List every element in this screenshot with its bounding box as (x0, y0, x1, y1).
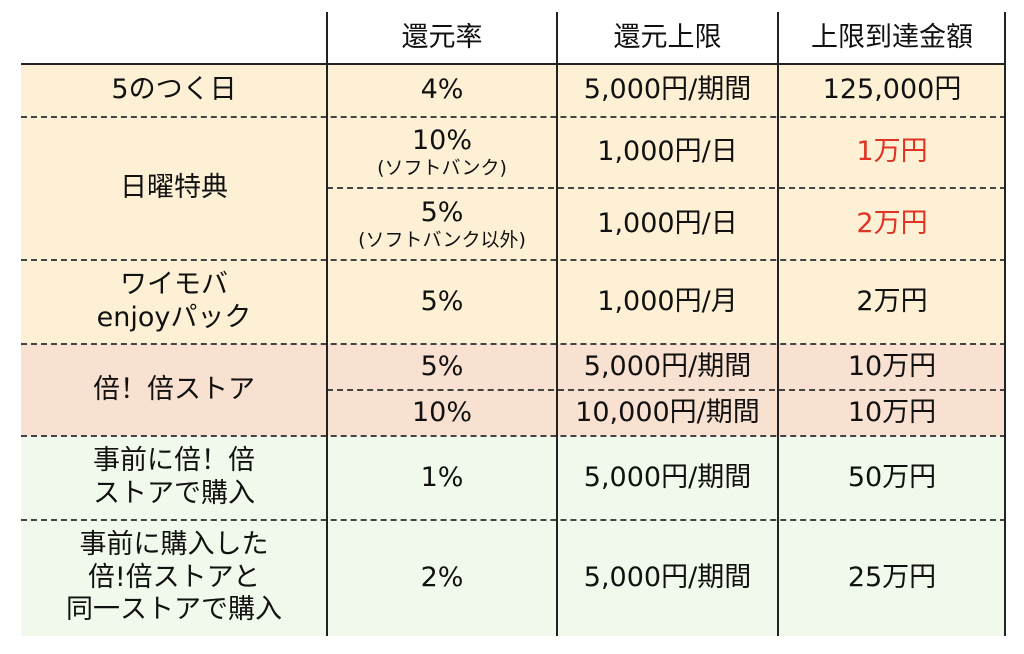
rate-cell: 5% (420, 285, 464, 317)
header-limit: 還元上限 (613, 21, 722, 53)
band-same-store (21, 520, 1006, 636)
band-5-day (21, 64, 1006, 117)
limit-cell: 5,000円/期間 (583, 461, 752, 493)
limit-cell: 1,000円/日 (597, 136, 738, 168)
max-amount-cell: 50万円 (847, 461, 937, 493)
max-amount-cell: 2万円 (856, 207, 928, 239)
rebate-comparison-table: 還元率 還元上限 上限到達金額 5のつく日 4% 5,000円/期間 125,0… (21, 12, 1006, 636)
column-divider (326, 12, 328, 636)
max-amount-cell: 10万円 (847, 396, 937, 428)
row-divider (21, 343, 1006, 345)
max-amount-cell: 1万円 (856, 136, 928, 168)
header-divider (21, 63, 1006, 65)
rate-cell: 4% (420, 74, 464, 106)
rate-cell: 5% (ソフトバンク以外) (327, 188, 557, 260)
row-name-line: ストアで購入 (93, 478, 255, 509)
rate-value: 10% (411, 125, 472, 157)
band-ymobile (21, 260, 1006, 344)
rate-value: 5% (420, 196, 464, 228)
max-amount-cell: 2万円 (856, 285, 928, 317)
row-name: 日曜特典 (120, 172, 228, 204)
rate-note: (ソフトバンク以外) (358, 228, 526, 251)
header-max-amount: 上限到達金額 (811, 21, 973, 53)
row-divider (21, 116, 1006, 118)
column-divider (556, 12, 558, 636)
rate-cell: 2% (420, 561, 464, 593)
row-divider (21, 259, 1006, 261)
limit-cell: 5,000円/期間 (583, 350, 752, 382)
max-amount-cell: 125,000円 (822, 74, 962, 106)
limit-cell: 1,000円/日 (597, 207, 738, 239)
rate-cell: 10% (411, 396, 472, 428)
row-name-line: enjoyパック (96, 302, 252, 333)
rate-cell: 1% (420, 461, 464, 493)
header-blank (21, 12, 327, 64)
row-divider (21, 519, 1006, 521)
max-amount-cell: 10万円 (847, 350, 937, 382)
limit-cell: 5,000円/期間 (583, 561, 752, 593)
max-amount-cell: 25万円 (847, 561, 937, 593)
rate-cell: 10% (ソフトバンク) (327, 117, 557, 188)
limit-cell: 5,000円/期間 (583, 74, 752, 106)
rate-cell: 5% (420, 350, 464, 382)
row-divider (21, 435, 1006, 437)
row-name-line: 事前に購入した (79, 528, 269, 560)
band-prior-purchase (21, 436, 1006, 520)
row-name-line: 同一ストアで購入 (66, 594, 282, 626)
row-name-line: 倍!倍ストアと (87, 561, 261, 593)
table-right-border (1004, 12, 1006, 636)
row-name: 5のつく日 (111, 74, 237, 106)
row-name: 事前に購入した 倍!倍ストアと 同一ストアで購入 (21, 520, 327, 636)
limit-cell: 10,000円/期間 (575, 396, 760, 428)
row-name: 事前に倍！倍 ストアで購入 (21, 436, 327, 520)
sub-row-divider (327, 187, 1006, 189)
sub-row-divider (327, 389, 1006, 391)
rate-note: (ソフトバンク) (377, 157, 507, 180)
row-name: ワイモバ enjoyパック (21, 260, 327, 344)
row-name: 倍！倍ストア (93, 373, 255, 405)
limit-cell: 1,000円/月 (597, 285, 738, 317)
column-divider (777, 12, 779, 636)
header-rate: 還元率 (401, 21, 483, 53)
row-name-line: 事前に倍！倍 (93, 445, 255, 477)
row-name-line: ワイモバ (120, 269, 228, 301)
